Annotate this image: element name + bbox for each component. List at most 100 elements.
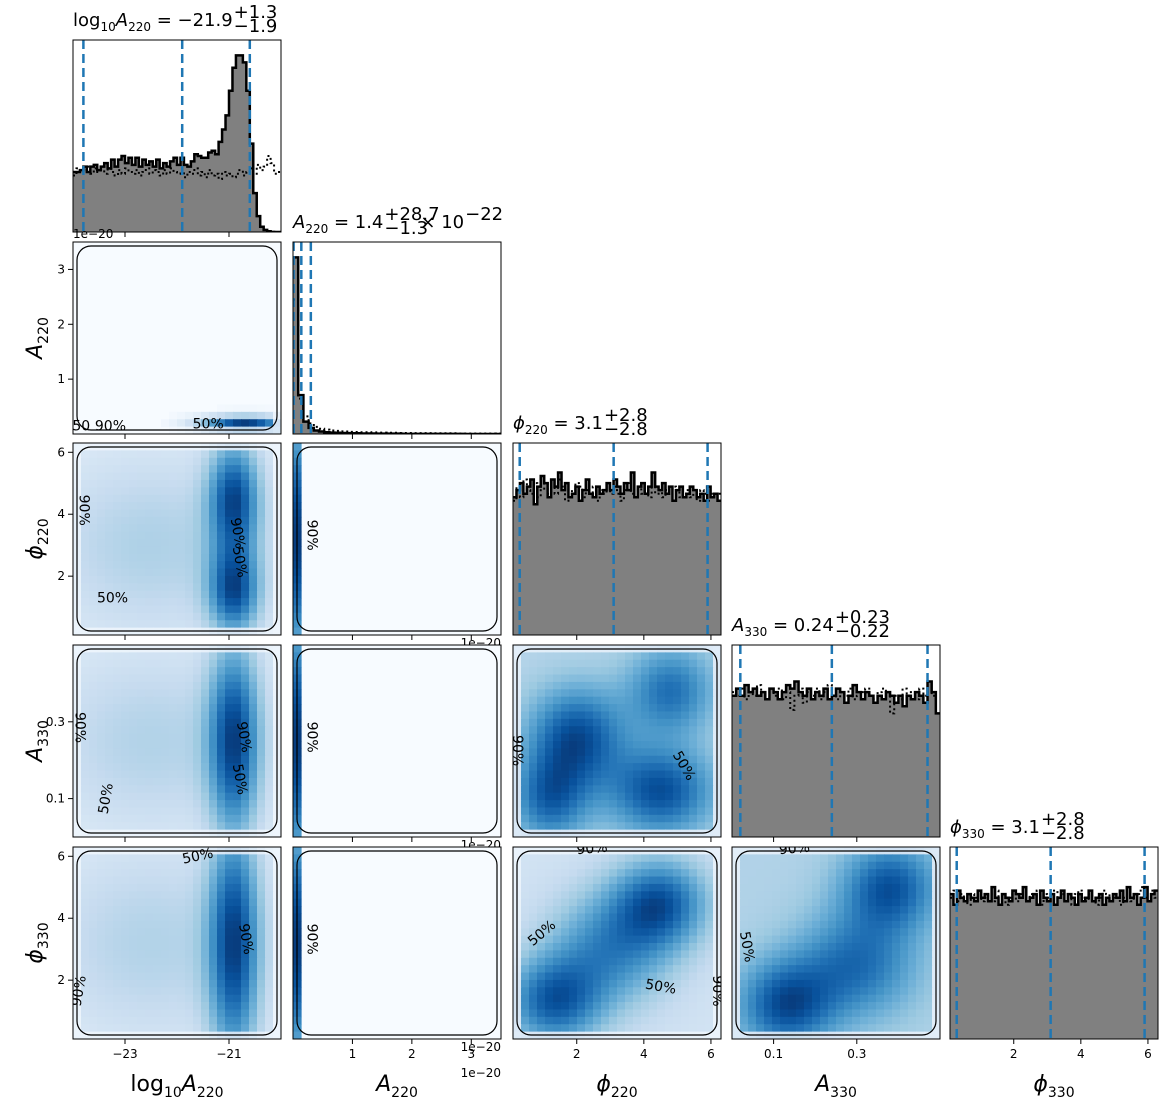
density-cell [217,854,226,863]
density-cell [265,883,274,892]
panel-4-3: 90%50%0.1 0.3 [731,846,941,1061]
density-cell [233,965,242,974]
density-cell [265,943,274,951]
density-cell [673,800,682,809]
density-cell [129,943,138,951]
density-cell [97,546,106,555]
density-cell [113,539,122,547]
density-cell [828,935,837,944]
density-cell [641,935,650,944]
density-cell [836,898,845,907]
density-cell [193,928,202,937]
density-cell [97,487,106,496]
density-cell [657,652,666,661]
density-cell [273,620,281,629]
density-cell [892,1002,901,1011]
density-cell [121,928,130,937]
density-cell [593,1002,602,1011]
density-cell [529,741,538,749]
density-cell [233,472,242,481]
density-cell [569,829,578,837]
density-cell [169,822,178,831]
density-cell [625,822,634,831]
density-cell [129,957,138,966]
density-cell [828,883,837,892]
density-cell [161,620,170,629]
density-cell [641,950,650,959]
density-cell [537,913,546,922]
density-cell [161,854,170,863]
density-cell [908,994,917,1003]
y-tick-label: 6 [57,849,65,863]
density-cell [625,659,634,668]
density-cell [81,645,90,653]
density-cell [97,704,106,713]
contour-90 [76,648,278,834]
density-cell [537,770,546,779]
density-cell [177,546,186,555]
density-cell [209,891,218,900]
density-cell [585,965,594,974]
density-cell [177,876,186,885]
density-cell [900,928,909,937]
density-cell [617,1016,626,1025]
density-cell [273,627,281,635]
density-cell [169,943,178,951]
density-cell [705,861,714,870]
density-cell [129,972,138,981]
density-cell [633,1024,642,1033]
density-cell [665,1009,674,1018]
density-cell [249,972,258,981]
density-cell [681,733,690,742]
density-cell [545,957,554,966]
density-cell [161,509,170,518]
density-cell [89,465,98,474]
density-cell [177,689,186,698]
density-cell [193,755,202,764]
density-cell [649,674,658,683]
density-cell [553,667,562,676]
density-cell [137,479,146,488]
density-cell [145,590,154,599]
density-cell [89,943,98,951]
density-cell [601,829,610,837]
density-cell [681,704,690,713]
density-cell [772,1016,781,1025]
density-cell [89,733,98,742]
density-cell [820,957,829,966]
density-cell [241,612,250,621]
density-cell [641,689,650,698]
density-cell [681,883,690,892]
density-cell [81,748,90,757]
density-cell [193,950,202,959]
density-cell [97,770,106,779]
density-cell [609,822,618,831]
density-cell [713,645,721,653]
density-cell [169,965,178,974]
density-cell [145,987,154,996]
density-cell [257,553,266,562]
density-cell [113,620,122,629]
density-cell [257,972,266,981]
density-cell [740,854,749,863]
density-cell [796,979,805,988]
density-cell [537,755,546,764]
density-cell [748,979,757,988]
density-cell [209,883,218,892]
density-cell [249,822,258,831]
density-cell [105,502,114,511]
density-cell [161,696,170,705]
density-cell [657,822,666,831]
prior-histogram [293,298,501,434]
density-cell [113,472,122,481]
density-cell [633,898,642,907]
density-cell [844,891,853,900]
density-cell [593,883,602,892]
density-cell [145,531,154,540]
density-cell [577,994,586,1003]
density-cell [137,598,146,607]
density-cell [804,876,813,885]
density-cell [185,479,194,488]
posterior-histogram [293,256,501,434]
density-cell [129,876,138,885]
